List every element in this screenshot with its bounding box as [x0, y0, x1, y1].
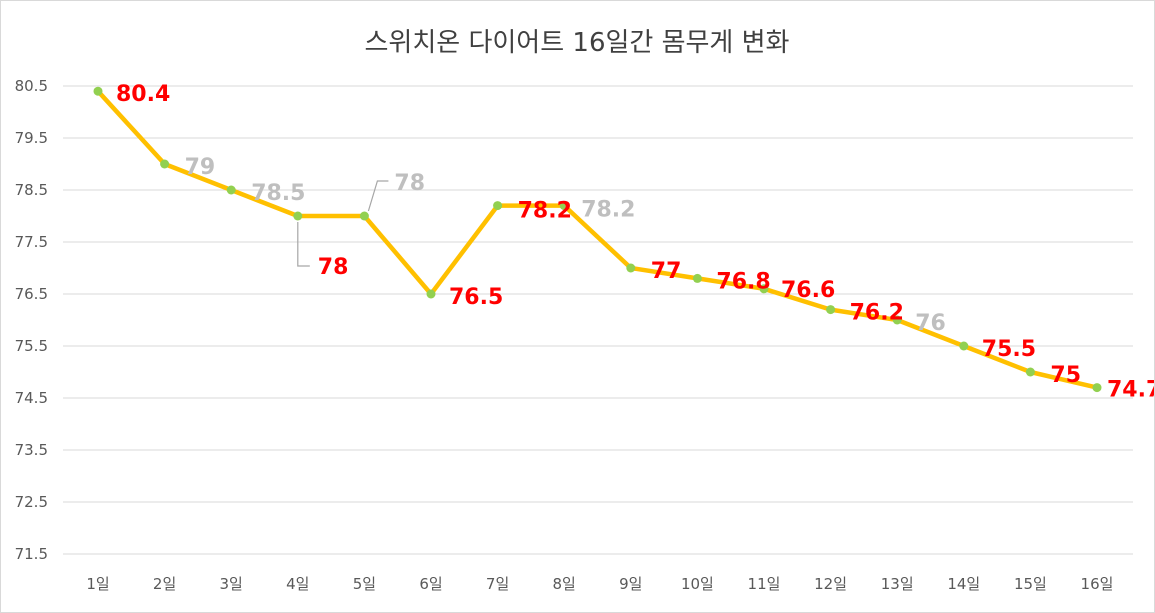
data-label: 75.5: [982, 337, 1036, 362]
data-point: [293, 211, 303, 221]
y-tick-label: 73.5: [15, 441, 48, 459]
x-tick-label: 14일: [947, 575, 980, 593]
x-tick-label: 1일: [86, 575, 109, 593]
data-label: 78: [394, 171, 425, 196]
data-point: [359, 211, 369, 221]
data-label: 78.2: [518, 199, 572, 224]
data-point: [160, 159, 170, 169]
x-tick-label: 2일: [153, 575, 176, 593]
data-point: [1025, 367, 1035, 377]
x-tick-label: 12일: [814, 575, 847, 593]
x-tick-label: 6일: [419, 575, 442, 593]
data-label: 78.5: [251, 181, 305, 206]
y-tick-label: 74.5: [15, 389, 48, 407]
x-tick-label: 7일: [486, 575, 509, 593]
series-line-path: [95, 88, 1100, 390]
y-tick-label: 77.5: [15, 233, 48, 251]
x-tick-label: 8일: [553, 575, 576, 593]
data-point: [692, 273, 702, 283]
x-tick-label: 10일: [681, 575, 714, 593]
leader-line: [367, 180, 389, 212]
data-point: [826, 305, 836, 315]
gridlines: [63, 85, 1133, 555]
data-point: [226, 185, 236, 195]
data-label: 78.2: [581, 198, 635, 223]
y-tick-label: 78.5: [15, 181, 48, 199]
series-line: [95, 88, 1100, 390]
data-point: [626, 263, 636, 273]
y-tick-label: 79.5: [15, 129, 48, 147]
data-point: [1092, 383, 1102, 393]
x-tick-label: 11일: [748, 575, 781, 593]
y-tick-label: 71.5: [15, 545, 48, 563]
data-label: 78: [318, 255, 349, 280]
data-labels: 80.4 79 78.5 78 78 76.5 78.2 78.2 77 76.8 76.6 76.2…: [116, 82, 1154, 402]
data-label: 74.7: [1107, 378, 1154, 403]
x-axis-ticks: 1일 2일 3일 4일 5일 6일 7일 8일 9일 10일 11일 12일 13일 14일 15일 16일: [86, 575, 1113, 593]
data-label: 76.8: [716, 269, 770, 294]
x-tick-label: 16일: [1081, 575, 1114, 593]
data-point: [892, 315, 902, 325]
y-tick-label: 75.5: [15, 337, 48, 355]
data-label: 80.4: [116, 82, 170, 107]
data-label: 76.5: [449, 285, 503, 310]
data-point: [426, 289, 436, 299]
data-point: [959, 341, 969, 351]
chart-title: 스위치온 다이어트 16일간 몸무게 변화: [365, 28, 790, 58]
x-tick-label: 4일: [286, 575, 309, 593]
y-tick-label: 72.5: [15, 493, 48, 511]
x-tick-label: 5일: [353, 575, 376, 593]
leader-line: [297, 222, 310, 267]
data-point: [559, 201, 569, 211]
data-label: 75: [1050, 363, 1081, 388]
data-points: [93, 86, 1102, 393]
label-leader-lines: [297, 180, 389, 267]
data-label: 79: [185, 155, 216, 180]
x-tick-label: 13일: [881, 575, 914, 593]
x-tick-label: 3일: [220, 575, 243, 593]
x-tick-label: 9일: [619, 575, 642, 593]
y-tick-label: 80.5: [15, 77, 48, 95]
x-tick-label: 15일: [1014, 575, 1047, 593]
data-label: 77: [651, 259, 682, 284]
data-label: 76.6: [781, 278, 835, 303]
data-point: [493, 201, 503, 211]
y-tick-label: 76.5: [15, 285, 48, 303]
data-point: [759, 284, 769, 294]
data-point: [93, 86, 103, 96]
y-axis-ticks: 71.5 72.5 73.5 74.5 75.5 76.5 77.5 78.5 79.5 80.5: [15, 77, 48, 563]
data-label: 76: [915, 311, 946, 336]
data-label: 76.2: [850, 301, 904, 326]
